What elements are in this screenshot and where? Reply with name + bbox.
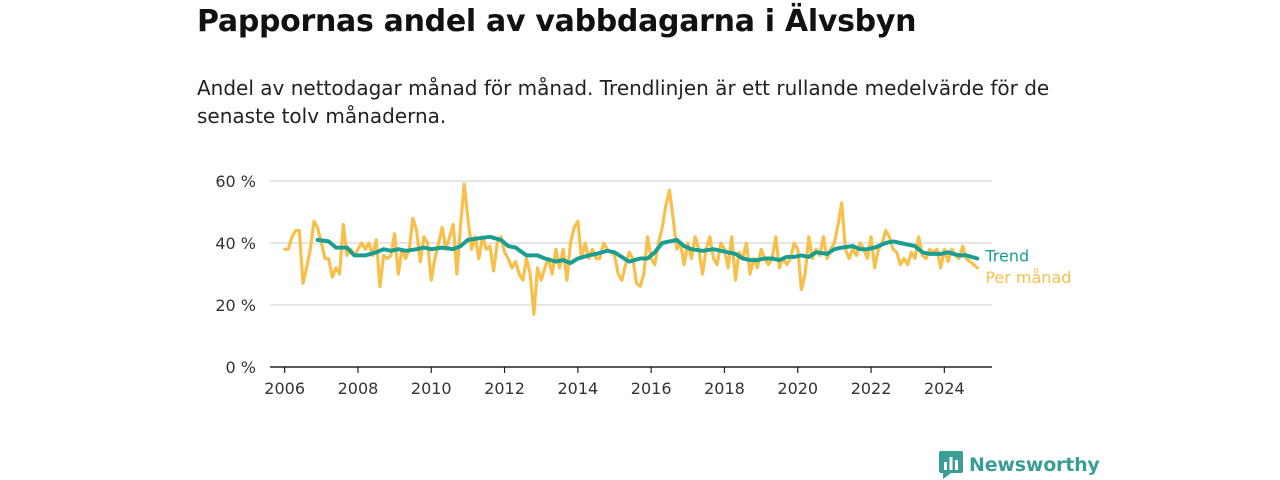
x-tick-label: 2022 [851, 379, 892, 398]
series-lines [283, 182, 980, 316]
series-label: Per månad [985, 268, 1071, 287]
y-tick-label: 20 % [215, 296, 256, 315]
x-tick-label: 2012 [484, 379, 525, 398]
series-labels: Per månad Trend [984, 247, 1071, 287]
series-line-1 [315, 234, 980, 266]
newsworthy-logo[interactable]: Newsworthy [939, 451, 1100, 479]
brand-name: Newsworthy [969, 454, 1100, 476]
chart-title: Pappornas andel av vabbdagarna i Älvsbyn [197, 4, 917, 39]
series-line-0 [283, 182, 979, 316]
x-tick-label: 2008 [338, 379, 379, 398]
x-tick-label: 2006 [264, 379, 305, 398]
bar-chart-logo-icon [939, 451, 963, 479]
y-axis-ticks: 0 % 20 % 40 % 60 % [215, 172, 256, 377]
x-axis: 2006 2008 2010 2012 2014 2016 2018 2020 2022 2024 [264, 366, 992, 398]
y-tick-label: 60 % [215, 172, 256, 191]
x-tick-label: 2018 [704, 379, 745, 398]
x-tick-label: 2016 [631, 379, 672, 398]
x-tick-label: 2024 [924, 379, 965, 398]
chart-subtitle: Andel av nettodagar månad för månad. Tre… [197, 76, 1050, 128]
x-tick-label: 2020 [777, 379, 818, 398]
series-label: Trend [984, 247, 1029, 266]
x-tick-label: 2010 [411, 379, 452, 398]
x-tick-label: 2014 [557, 379, 598, 398]
y-tick-label: 40 % [215, 234, 256, 253]
y-tick-label: 0 % [226, 358, 256, 377]
